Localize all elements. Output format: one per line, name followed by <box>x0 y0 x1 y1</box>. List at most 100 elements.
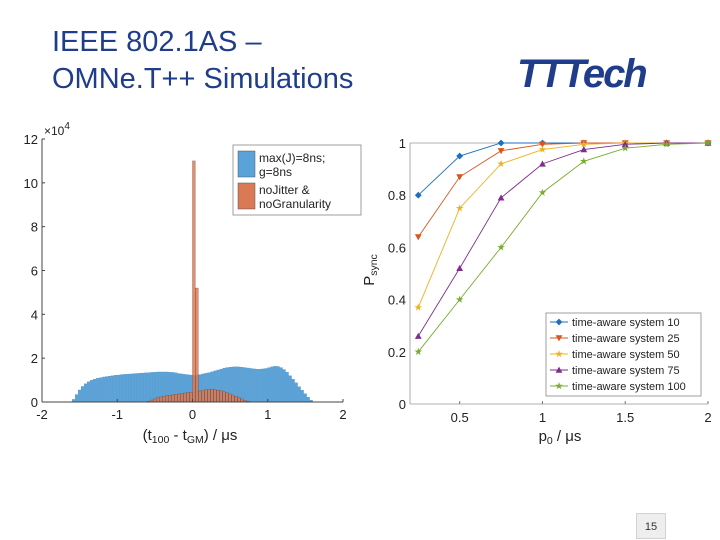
data-point <box>539 141 546 148</box>
legend-label: time-aware system 100 <box>572 381 686 393</box>
histogram-bar <box>264 368 268 403</box>
histogram-bar <box>90 380 94 403</box>
line-series <box>414 139 712 356</box>
histogram-bar <box>303 393 307 403</box>
line-y-tick-label: 0.4 <box>388 293 406 308</box>
series-line <box>417 142 709 353</box>
histogram-bar <box>138 373 142 403</box>
histogram-bar <box>135 373 139 403</box>
data-point <box>555 350 563 358</box>
line-legend-box <box>545 312 702 397</box>
histogram-bar <box>261 368 265 403</box>
histogram-bar <box>120 374 124 403</box>
histogram-bar <box>192 160 196 403</box>
histogram-bar <box>198 390 202 403</box>
histogram-bar <box>267 367 271 403</box>
data-point <box>414 347 423 356</box>
histogram-bar <box>87 381 91 403</box>
histogram-bar <box>80 386 84 403</box>
slide-title: IEEE 802.1AS – OMNe.T++ Simulations <box>52 24 353 98</box>
line-series <box>414 139 712 311</box>
data-point <box>456 152 464 160</box>
histogram-bar <box>204 389 208 403</box>
data-point <box>555 366 563 373</box>
histogram-bar <box>117 374 121 403</box>
histogram-bar <box>195 287 199 403</box>
hist-y-tick-label: 0 <box>31 395 38 410</box>
histogram-bar <box>77 389 81 403</box>
histogram-bar <box>270 366 274 403</box>
series-line <box>417 142 708 196</box>
line-series <box>414 139 712 199</box>
data-point <box>539 160 546 167</box>
psync-line-chart: 0.5 1 1.5 2 0 0.2 0.4 0.6 0.8 1 p0 / μs Psync time-a… <box>361 136 712 447</box>
histogram-bar <box>156 371 160 403</box>
histogram-bar <box>219 390 223 403</box>
histogram-bar <box>282 369 286 403</box>
data-point <box>455 204 464 212</box>
legend-label: time-aware system 50 <box>572 349 680 361</box>
legend-label: time-aware system 25 <box>572 333 680 345</box>
line-x-tick-label: 0.5 <box>451 410 469 425</box>
hist-x-label: (t100 - tGM) / μs <box>143 427 238 446</box>
data-point <box>704 139 712 147</box>
legend-label: g=8ns <box>259 165 292 179</box>
data-point <box>456 264 464 271</box>
histogram-bar <box>96 378 100 403</box>
histogram-bar <box>83 383 87 403</box>
line-legend: time-aware system 10 time-aware system 25… <box>545 312 702 397</box>
histogram-bar <box>222 391 226 403</box>
histogram-bar <box>99 377 103 403</box>
data-point <box>497 148 505 155</box>
data-point <box>538 145 547 153</box>
data-point <box>497 159 505 168</box>
title-line-2: OMNe.T++ Simulations <box>52 63 354 95</box>
histogram-bar <box>168 395 172 403</box>
legend-label: time-aware system 10 <box>572 317 680 329</box>
histogram-bar <box>162 396 166 403</box>
line-x-tick-label: 1 <box>539 410 546 425</box>
line-y-label: Psync <box>361 254 380 286</box>
histogram-bar <box>240 367 244 403</box>
hist-y-tick-label: 12 <box>24 132 38 147</box>
data-point <box>455 295 464 303</box>
hist-y-multiplier: ×104 <box>44 121 70 138</box>
data-point <box>456 174 464 181</box>
histogram-bar <box>156 397 160 403</box>
histogram-bar <box>102 376 106 403</box>
histogram-bar <box>297 386 301 403</box>
histogram-bar <box>249 368 253 403</box>
hist-y-tick-label: 10 <box>24 176 38 191</box>
hist-x-tick-label: -2 <box>36 407 48 422</box>
data-point <box>538 188 547 196</box>
histogram-bar <box>174 394 178 403</box>
legend-label: time-aware system 75 <box>572 365 680 377</box>
histogram-bar <box>243 367 247 403</box>
histogram-bar <box>207 389 211 403</box>
data-point <box>662 140 671 148</box>
histogram-bar <box>276 366 280 403</box>
histogram-bar <box>159 396 163 403</box>
hist-y-tick-label: 8 <box>31 220 38 235</box>
histogram-bar <box>126 374 130 403</box>
histogram-bar <box>129 373 133 403</box>
data-point <box>497 243 505 251</box>
histogram-bar <box>114 375 118 403</box>
histogram-bar <box>273 366 277 403</box>
data-point <box>555 382 563 390</box>
data-point <box>414 234 422 241</box>
series-line <box>417 142 708 308</box>
histogram-bar <box>183 392 187 403</box>
page-number: 15 <box>636 513 666 539</box>
histogram-bar <box>306 397 310 403</box>
title-line-1: IEEE 802.1AS – <box>52 26 262 58</box>
histogram-bar <box>225 392 229 403</box>
histogram-bar <box>252 368 256 403</box>
data-point <box>621 140 629 148</box>
data-point <box>414 191 422 199</box>
data-point <box>580 157 588 165</box>
histogram-bar <box>288 375 292 403</box>
data-point <box>497 139 505 147</box>
histogram-bar <box>123 374 127 403</box>
